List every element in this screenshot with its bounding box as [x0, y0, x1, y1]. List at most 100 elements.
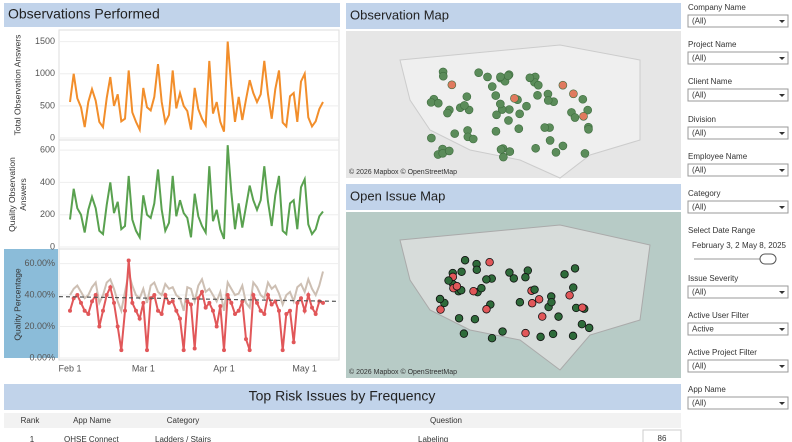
map-dot: [454, 314, 464, 323]
dropdown-value: (All): [692, 129, 707, 138]
map-dot: [436, 305, 445, 314]
data-point: [93, 293, 98, 298]
map-dot: [569, 283, 578, 292]
data-point: [302, 308, 307, 313]
data-point: [134, 308, 138, 313]
data-point: [119, 348, 124, 353]
slider-handle[interactable]: [759, 253, 777, 265]
data-point: [159, 311, 164, 316]
y-axis-label: Total Observation Answers: [12, 35, 22, 136]
dropdown[interactable]: [687, 14, 789, 28]
map-dot: [536, 332, 545, 342]
data-point: [145, 348, 149, 353]
map-dot: [496, 145, 506, 154]
dropdown[interactable]: [687, 359, 789, 373]
table-header-cell: Category: [167, 416, 199, 425]
panel-title: Observations Performed: [8, 6, 160, 22]
y-tick-label: 1000: [35, 68, 55, 78]
map-title: Open Issue Map: [350, 188, 445, 203]
map-dot: [491, 126, 501, 136]
data-point: [225, 293, 230, 298]
dropdown[interactable]: [687, 200, 789, 214]
y-tick-label: 500: [40, 100, 55, 110]
filter-label: Project Name: [688, 40, 737, 49]
data-point: [284, 311, 289, 316]
data-point: [277, 308, 281, 313]
data-point: [82, 308, 87, 313]
map-dot: [551, 148, 561, 157]
data-point: [185, 299, 190, 304]
series-line: [69, 41, 324, 134]
filter-label: Category: [688, 189, 720, 198]
map-dot: [443, 108, 452, 118]
data-point: [295, 300, 300, 305]
map-dot: [499, 152, 508, 162]
data-point: [214, 324, 219, 329]
map-dot: [444, 276, 453, 285]
data-point: [115, 324, 120, 329]
attribution: © 2026 Mapbox © OpenStreetMap: [349, 368, 457, 376]
data-point: [251, 293, 256, 298]
table-header-cell: Question: [430, 416, 462, 425]
map-dot: [503, 71, 513, 81]
y-tick-label: 0: [50, 241, 55, 251]
map-dot: [538, 312, 547, 321]
map-dot: [485, 258, 494, 267]
data-point: [130, 300, 135, 305]
table-title: Top Risk Issues by Frequency: [249, 388, 436, 404]
map-dot: [452, 282, 462, 291]
data-point: [141, 300, 146, 305]
map-dot: [482, 275, 491, 284]
data-point: [229, 300, 234, 305]
dropdown[interactable]: [687, 322, 789, 336]
dropdown-value: (All): [692, 362, 707, 371]
dropdown-arrow: [779, 20, 785, 23]
title-bar: [346, 184, 681, 210]
dropdown-value: (All): [692, 288, 707, 297]
dropdown[interactable]: [687, 88, 789, 102]
data-point: [79, 300, 83, 305]
data-point: [207, 300, 212, 305]
map-dot: [496, 99, 505, 109]
dropdown[interactable]: [687, 396, 789, 410]
filter-label: Active User Filter: [688, 311, 749, 320]
map-dot: [548, 329, 558, 339]
map-dot: [426, 98, 436, 107]
map-dot: [444, 146, 454, 156]
attribution: © 2026 Mapbox © OpenStreetMap: [349, 168, 457, 176]
y-tick-label: 600: [40, 144, 55, 154]
map-dot: [427, 133, 436, 143]
dropdown-value: (All): [692, 17, 707, 26]
series-line: [69, 271, 324, 315]
data-point: [244, 337, 248, 342]
data-point: [321, 300, 325, 305]
map-dot: [570, 113, 580, 122]
dropdown-arrow: [779, 132, 785, 135]
data-point: [178, 316, 182, 321]
dropdown[interactable]: [687, 51, 789, 65]
map-dot: [569, 89, 578, 99]
table-cell: Labeling: [418, 435, 448, 442]
dropdown[interactable]: [687, 285, 789, 299]
dropdown-value: (All): [692, 54, 707, 63]
map-dot: [459, 329, 469, 338]
dropdown[interactable]: [687, 163, 789, 177]
data-point: [156, 308, 160, 313]
map-dot: [521, 328, 530, 338]
dropdown-arrow: [779, 57, 785, 60]
filter-label: Company Name: [688, 3, 746, 12]
data-point: [167, 300, 171, 305]
map-dot: [577, 320, 587, 329]
map-dot: [522, 101, 531, 111]
map-dot: [521, 273, 530, 282]
dropdown[interactable]: [687, 126, 789, 140]
map-dot: [510, 94, 519, 103]
filter-label: Client Name: [688, 77, 733, 86]
x-tick-label: May 1: [292, 363, 317, 373]
map-dot: [492, 110, 501, 120]
data-point: [181, 348, 186, 353]
data-point: [280, 348, 285, 353]
map-dot: [578, 94, 588, 104]
map-dot: [496, 72, 505, 82]
